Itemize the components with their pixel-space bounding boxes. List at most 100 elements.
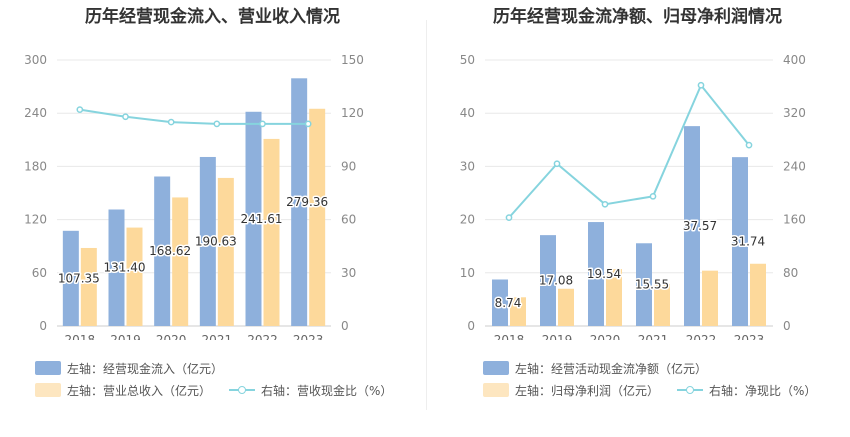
legend-right: 左轴：经营活动现金流净额（亿元） 左轴：归母净利润（亿元） 右轴：净现比（%） [483, 357, 816, 401]
line-point-net-cash-ratio [745, 141, 753, 149]
bar-net-profit [606, 269, 622, 326]
bar-cash-inflow [245, 111, 262, 327]
legend-label-ratio: 右轴：营收现金比（%） [261, 383, 393, 398]
chart-panel-left: 历年经营现金流入、营业收入情况 0 60 120 180 240 300 0 30 60 90 12… [24, 7, 392, 401]
line-point-revenue-cash-ratio [122, 113, 129, 121]
line-point-net-cash-ratio [553, 160, 561, 168]
data-label-net-operating-cashflow: 37.57 [683, 219, 717, 233]
y-left-tick-label: 300 [24, 53, 47, 67]
x-tick-label: 2023 [293, 333, 324, 340]
x-tick-label: 2022 [247, 333, 278, 340]
bar-revenue [263, 138, 280, 326]
chart-title-right: 历年经营现金流净额、归母净利润情况 [493, 7, 782, 27]
bar-revenue [126, 227, 143, 326]
y-right-tick-label: 320 [783, 106, 806, 120]
legend-left: 左轴：经营现金流入（亿元） 左轴：营业总收入（亿元） 右轴：营收现金比（%） [35, 357, 392, 401]
data-label-cash-inflow: 131.40 [104, 261, 146, 275]
bar-net-profit [558, 288, 574, 326]
data-label-cash-inflow: 241.61 [241, 212, 283, 226]
data-label-cash-inflow: 168.62 [149, 244, 191, 258]
bar-net-profit [702, 270, 718, 326]
bar-cash-inflow [154, 176, 171, 326]
line-point-revenue-cash-ratio [259, 120, 266, 128]
chart-panel-right: 历年经营现金流净额、归母净利润情况 0 10 20 30 40 50 0 80 160 240 32… [425, 0, 850, 437]
y-right-tick-label: 90 [341, 159, 356, 173]
x-tick-label: 2019 [542, 333, 573, 340]
data-label-cash-inflow: 107.35 [58, 271, 100, 285]
x-tick-label: 2019 [110, 333, 141, 340]
bar-revenue [80, 247, 97, 326]
chart-title-left: 历年经营现金流入、营业收入情况 [85, 7, 340, 27]
bar-net-profit [510, 297, 526, 326]
line-point-net-cash-ratio [649, 192, 657, 200]
y-left-tick-label: 0 [467, 319, 475, 333]
legend-swatch-cash-ratio [677, 383, 704, 397]
bar-net-operating-cashflow [540, 235, 556, 326]
bar-net-operating-cashflow [588, 222, 604, 326]
bar-net-operating-cashflow [492, 279, 508, 326]
y-left-tick-label: 50 [460, 53, 475, 67]
panel-divider [426, 20, 427, 410]
y-left-tick-label: 30 [460, 159, 475, 173]
y-right-tick-label: 80 [783, 266, 798, 280]
y-right-tick-label: 60 [341, 213, 356, 227]
line-point-net-cash-ratio [697, 81, 705, 89]
legend-swatch-net-cashflow [483, 361, 509, 375]
bar-cash-inflow [108, 209, 125, 326]
line-point-revenue-cash-ratio [304, 120, 312, 128]
legend-swatch-revenue [35, 383, 61, 397]
data-label-cash-inflow: 279.36 [286, 195, 328, 209]
y-right-tick-label: 30 [341, 266, 356, 280]
legend-swatch-inflow [35, 361, 61, 375]
bar-net-operating-cashflow [684, 126, 700, 327]
y-left-tick-label: 60 [32, 266, 47, 280]
x-tick-label: 2021 [202, 333, 233, 340]
y-right-tick-label: 0 [341, 319, 349, 333]
x-tick-label: 2020 [590, 333, 621, 340]
y-left-tick-label: 120 [24, 213, 47, 227]
x-tick-label: 2021 [638, 333, 669, 340]
chart-left: 0 60 120 180 240 300 0 30 60 90 120 150 2018 2019 2020… [24, 53, 364, 340]
data-label-net-operating-cashflow: 19.54 [587, 267, 621, 281]
x-tick-label: 2020 [156, 333, 187, 340]
legend-label-cash-ratio: 右轴：净现比（%） [709, 383, 817, 398]
y-right-tick-label: 120 [341, 106, 364, 120]
legend-label-net-profit: 左轴：归母净利润（亿元） [515, 383, 660, 398]
data-label-net-operating-cashflow: 15.55 [635, 278, 669, 292]
legend-swatch-ratio [229, 383, 256, 397]
bar-revenue [172, 197, 189, 326]
legend-swatch-net-profit [483, 383, 509, 397]
x-tick-label: 2018 [494, 333, 525, 340]
bar-cash-inflow [291, 78, 308, 326]
line-point-revenue-cash-ratio [213, 120, 221, 128]
bar-cash-inflow [199, 156, 216, 326]
x-tick-label: 2023 [734, 333, 765, 340]
y-right-tick-label: 240 [783, 159, 806, 173]
bar-net-operating-cashflow [636, 243, 652, 326]
y-right-tick-label: 150 [341, 53, 364, 67]
bar-revenue [309, 108, 326, 327]
line-net-cash-ratio [508, 83, 750, 219]
y-left-tick-label: 20 [460, 213, 475, 227]
y-right-tick-label: 0 [783, 319, 791, 333]
y-left-tick-label: 40 [460, 106, 475, 120]
chart-right: 0 10 20 30 40 50 0 80 160 240 320 400 2018 2019 2020 20… [460, 53, 806, 340]
line-point-net-cash-ratio [505, 214, 513, 221]
y-left-tick-label: 180 [24, 159, 47, 173]
x-tick-label: 2022 [686, 333, 717, 340]
data-label-net-operating-cashflow: 31.74 [731, 235, 765, 249]
bar-net-profit [654, 283, 670, 326]
legend-label-net-cashflow: 左轴：经营活动现金流净额（亿元） [515, 361, 708, 376]
legend-label-inflow: 左轴：经营现金流入（亿元） [67, 361, 224, 376]
line-revenue-cash-ratio [79, 108, 309, 125]
legend-label-revenue: 左轴：营业总收入（亿元） [67, 383, 212, 398]
bar-net-operating-cashflow [732, 157, 748, 326]
bar-cash-inflow [62, 230, 79, 326]
data-label-net-operating-cashflow: 17.08 [539, 274, 573, 288]
data-label-cash-inflow: 190.63 [195, 234, 237, 248]
y-right-tick-label: 400 [783, 53, 806, 67]
bar-net-profit [750, 263, 766, 326]
data-label-net-operating-cashflow: 8.74 [495, 296, 522, 310]
y-left-tick-label: 240 [24, 106, 47, 120]
line-point-net-cash-ratio [601, 200, 609, 208]
